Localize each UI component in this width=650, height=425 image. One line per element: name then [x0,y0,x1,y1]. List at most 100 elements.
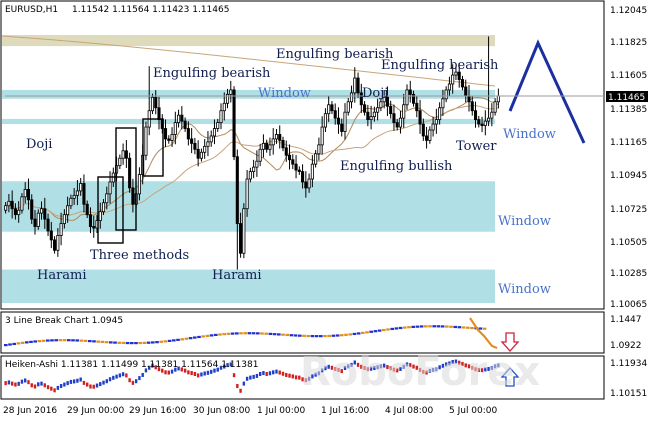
heiken-ashi-bar [409,363,412,368]
candle-body [62,214,66,224]
heiken-ashi-bar [386,365,389,370]
candle-body [314,153,318,165]
heiken-ashi-bar [484,367,487,372]
candle-body [340,123,344,132]
candle-body [441,98,445,109]
candle-body [330,104,334,112]
candle-body [66,205,70,216]
candle-body [464,86,468,97]
line-break-brick [239,332,243,335]
candle-body [349,92,354,103]
candle-body [206,141,210,147]
heiken-ashi-bar [99,382,102,387]
heiken-ashi-bar [40,381,43,386]
heiken-ashi-bar [471,365,474,370]
candle-body [310,163,314,180]
line-break-brick [92,340,96,343]
line-break-brick [348,333,352,336]
heiken-ashi-bar [105,379,108,384]
heiken-ashi-bar [66,381,69,386]
heiken-ashi-bar [278,370,281,375]
heiken-ashi-tick-bottom: 1.10151 [610,389,647,399]
heiken-ashi-bar [76,378,79,383]
line-break-brick [323,334,327,338]
heiken-ashi-bar [366,367,370,372]
heiken-ashi-bar [464,363,467,368]
line-break-brick [100,340,105,343]
candle-body [85,203,89,216]
candle-body [473,110,478,121]
heiken-ashi-bar [298,375,301,380]
candle-body [369,116,373,121]
candle-body [7,200,11,207]
candle-body [281,140,285,149]
line-break-brick [188,337,193,340]
candle-body [415,102,419,112]
line-break-drop [469,317,498,350]
candles-layer [4,36,500,270]
candle-body [219,110,223,123]
price-tick-0: 1.12045 [610,6,647,16]
heiken-ashi-bar [444,362,448,367]
time-tick-1: 29 Jun 00:00 [67,406,124,416]
annotation-doji-left: Doji [26,137,52,152]
heiken-ashi-bar [493,364,497,369]
heiken-ashi-bar [27,380,30,385]
heiken-ashi-bar [170,369,174,374]
heiken-ashi-bar [490,366,494,370]
heiken-ashi-bar [448,361,451,366]
heiken-ashi-bar [369,366,373,371]
line-break-brick [54,339,58,342]
heiken-ashi-bar [177,366,180,371]
heiken-ashi-bar [480,368,484,373]
heiken-ashi-bars [4,359,500,393]
line-break-brick [113,341,117,344]
candle-body [212,128,217,137]
time-tick-3: 30 Jun 08:00 [193,406,250,416]
annotation-engulfing-bullish: Engulfing bullish [340,159,453,174]
heiken-ashi-bar [92,384,95,389]
heiken-ashi-bar [24,378,27,383]
line-break-brick [130,341,134,345]
line-break-brick [222,333,226,336]
price-tick-9: 1.10065 [610,300,647,310]
candle-body [30,199,34,220]
line-break-brick [235,332,239,335]
line-break-brick [163,340,168,343]
line-break-brick [117,341,121,344]
line-break-brick [470,326,474,330]
line-break-brick [344,333,348,336]
candle-body [118,157,122,167]
line-break-brick [180,338,184,341]
candle-body [46,218,50,232]
heiken-ashi-bar [458,360,461,365]
heiken-ashi-bar [161,368,164,373]
heiken-ashi-bar [376,365,379,370]
line-break-brick [167,339,172,343]
heiken-ashi-bar [164,370,167,375]
line-break-brick [449,325,453,328]
line-break-brick [407,326,411,329]
candle-body [180,114,184,122]
three-methods-box-2 [115,127,137,231]
line-break-brick [121,341,126,345]
heiken-ashi-bar [115,374,118,379]
candle-body [304,181,308,189]
heiken-ashi-bar [311,374,314,379]
line-break-brick [138,341,142,345]
candle-body [225,93,230,104]
candle-body [411,93,416,104]
candle-body [157,107,161,121]
line-break-brick [4,344,8,347]
heiken-ashi-bar [399,366,402,371]
candle-body [193,142,197,150]
heiken-ashi-bar [402,364,405,369]
heiken-ashi-bar [317,371,321,376]
candle-body [13,208,17,216]
line-break-brick [335,334,340,337]
heiken-ashi-bar [128,378,131,383]
heiken-ashi-bar [285,372,288,377]
heiken-ashi-bar [389,366,392,371]
candle-body [56,235,60,251]
